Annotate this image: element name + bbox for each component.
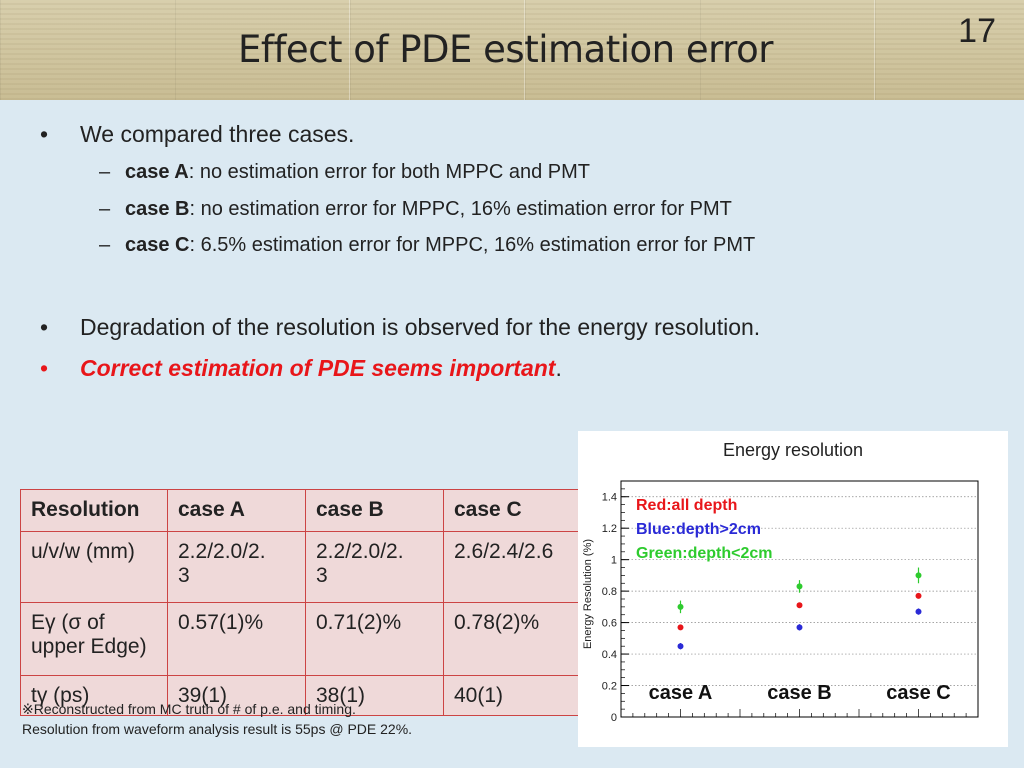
legend-entry: Green:depth<2cm: [636, 545, 772, 562]
bullet-dot-icon: •: [40, 355, 49, 381]
dash-icon: –: [99, 198, 111, 220]
table-cell: u/v/w (mm): [20, 531, 168, 603]
table-cell: 0.78(2)%: [443, 602, 583, 676]
table-row: u/v/w (mm) 2.2/2.0/2. 3 2.2/2.0/2. 3 2.6…: [20, 531, 583, 603]
bullet-important-text: Correct estimation of PDE seems importan…: [80, 355, 556, 381]
table-cell: Eγ (σ of upper Edge): [20, 602, 168, 676]
dash-icon: –: [99, 161, 111, 183]
energy-resolution-chart: Energy resolution 0 0.2 0.4 0.6 0.8 1 1.2 1.4 En…: [578, 431, 1008, 747]
x-category-label: case A: [649, 682, 713, 704]
bullet-degradation: • Degradation of the resolution is obser…: [40, 314, 761, 341]
footnote-line-2: Resolution from waveform analysis result…: [22, 721, 413, 737]
table-cell: 40(1): [443, 675, 583, 716]
table-header-cell: case B: [305, 489, 444, 532]
bullet-dot-icon: •: [40, 314, 49, 340]
case-a-text: : no estimation error for both MPPC and …: [188, 161, 591, 183]
data-point: [796, 583, 803, 590]
data-point: [915, 608, 922, 615]
bullet-compared: • We compared three cases.: [40, 121, 355, 148]
y-tick-label: 1.4: [602, 492, 617, 504]
bullet-dot-icon: •: [40, 121, 49, 147]
table-cell: 39(1): [167, 675, 306, 716]
table-header-cell: Resolution: [20, 489, 168, 532]
y-tick-label: 1.2: [602, 523, 617, 535]
table-cell: 2.6/2.4/2.6: [443, 531, 583, 603]
case-c-text: : 6.5% estimation error for MPPC, 16% es…: [189, 234, 756, 256]
bullet-compared-text: We compared three cases.: [80, 121, 355, 147]
case-b-text: : no estimation error for MPPC, 16% esti…: [189, 198, 732, 220]
data-point: [915, 592, 922, 599]
chart-plot: 0 0.2 0.4 0.6 0.8 1 1.2 1.4 Energy Resolution (%…: [582, 480, 979, 724]
sub-item-case-a: – case A: no estimation error for both M…: [99, 161, 591, 184]
sub-item-case-b: – case B: no estimation error for MPPC, …: [99, 198, 732, 221]
y-tick-label: 0: [611, 712, 617, 724]
table-row: Eγ (σ of upper Edge) 0.57(1)% 0.71(2)% 0…: [20, 602, 583, 676]
plot-frame: [620, 480, 979, 718]
table-header-row: Resolution case A case B case C: [20, 489, 583, 532]
slide-header: Effect of PDE estimation error 17: [0, 0, 1024, 100]
resolution-table: Resolution case A case B case C u/v/w (m…: [20, 489, 583, 716]
table-cell: 2.2/2.0/2. 3: [167, 531, 306, 603]
dash-icon: –: [99, 234, 111, 256]
table-cell: 0.57(1)%: [167, 602, 306, 676]
footnote: ※Reconstructed from MC truth of # of p.e…: [22, 699, 412, 739]
legend-entry: Red:all depth: [636, 497, 737, 514]
table-cell: tγ (ps): [20, 675, 168, 716]
y-tick-label: 0.6: [602, 618, 617, 630]
table-header-cell: case A: [167, 489, 306, 532]
bullet-important-period: .: [555, 355, 562, 381]
table-cell: 2.2/2.0/2. 3: [305, 531, 444, 603]
data-point: [677, 624, 684, 631]
data-point: [915, 572, 922, 579]
case-b-label: case B: [125, 198, 190, 220]
data-point: [796, 624, 803, 631]
y-tick-label: 0.4: [602, 649, 617, 661]
bullet-degradation-text: Degradation of the resolution is observe…: [80, 314, 761, 340]
data-point: [677, 603, 684, 610]
y-axis-label: Energy Resolution (%): [582, 539, 594, 649]
x-category-label: case C: [886, 682, 951, 704]
page-number: 17: [958, 12, 996, 50]
y-tick-label: 0.2: [602, 681, 617, 693]
table-row: tγ (ps) 39(1) 38(1) 40(1): [20, 675, 583, 716]
chart-title: Energy resolution: [722, 440, 864, 460]
table-header-cell: case C: [443, 489, 583, 532]
bullet-important: • Correct estimation of PDE seems import…: [40, 355, 562, 382]
sub-item-case-c: – case C: 6.5% estimation error for MPPC…: [99, 234, 756, 257]
case-c-label: case C: [125, 234, 190, 256]
legend-entry: Blue:depth>2cm: [636, 521, 761, 538]
footnote-line-1: ※Reconstructed from MC truth of # of p.e…: [22, 701, 356, 717]
slide-title: Effect of PDE estimation error: [238, 28, 773, 71]
case-a-label: case A: [125, 161, 189, 183]
x-category-label: case B: [767, 682, 832, 704]
data-point: [796, 602, 803, 609]
y-tick-label: 0.8: [602, 586, 617, 598]
data-point: [677, 643, 684, 650]
y-tick-label: 1: [611, 555, 617, 567]
table-cell: 0.71(2)%: [305, 602, 444, 676]
